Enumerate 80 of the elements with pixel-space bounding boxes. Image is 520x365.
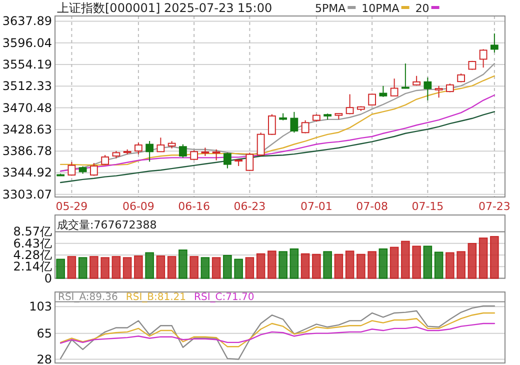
- chart-title: 上证指数[000001] 2025-07-23 15:00: [57, 1, 272, 15]
- bar: [200, 257, 210, 279]
- y-tick-label: 8.57亿: [13, 224, 52, 239]
- y-tick-label: 3637.89: [2, 14, 52, 28]
- x-tick-label: 06-09: [122, 200, 154, 213]
- bar: [312, 254, 321, 279]
- bar: [423, 246, 432, 279]
- bar: [345, 250, 354, 279]
- legend-label: 20: [415, 2, 430, 15]
- bar: [490, 236, 499, 279]
- bar: [245, 257, 254, 279]
- bar: [290, 248, 299, 279]
- bar: [401, 240, 410, 279]
- y-tick-label: 3428.63: [2, 122, 52, 136]
- bar: [412, 246, 421, 279]
- chart-title: 成交量:767672388: [57, 218, 157, 232]
- bar: [256, 253, 266, 279]
- bar: [212, 257, 221, 279]
- y-tick-label: 3344.92: [2, 166, 52, 180]
- bar: [100, 257, 110, 279]
- y-tick-label: 4.28亿: [13, 248, 52, 262]
- y-tick-label: 65: [36, 326, 52, 340]
- y-tick-label: 3303.07: [2, 187, 52, 202]
- bar: [112, 256, 121, 279]
- bar: [67, 256, 76, 279]
- x-tick-label: 07-23: [478, 200, 510, 213]
- x-tick-label: 05-29: [56, 200, 88, 213]
- y-tick-label: 0: [44, 271, 52, 286]
- text: RSI_C:71.70: [194, 292, 254, 304]
- bar: [356, 254, 366, 279]
- text: RSI_A:89.36: [58, 292, 118, 304]
- bar: [300, 253, 310, 279]
- y-tick-label: 3596.04: [2, 36, 52, 50]
- bar: [234, 258, 243, 279]
- line-series: [60, 312, 496, 348]
- bar: [145, 252, 154, 279]
- y-tick-label: 3554.19: [2, 58, 52, 72]
- x-tick-label: 06-16: [178, 200, 210, 213]
- legend-label: 10PMA: [362, 2, 400, 15]
- bar: [223, 254, 232, 279]
- bar: [368, 251, 376, 279]
- line-series: [60, 322, 496, 344]
- bar: [323, 251, 332, 279]
- y-tick-label: 3512.33: [2, 79, 52, 94]
- bar: [268, 250, 276, 279]
- y-tick-label: 103: [29, 300, 52, 314]
- bar: [78, 257, 88, 279]
- bar: [122, 257, 132, 279]
- bar: [56, 258, 65, 279]
- y-tick-label: 2.14亿: [13, 260, 52, 274]
- bar: [156, 256, 166, 279]
- bar: [434, 252, 444, 279]
- bar: [167, 256, 176, 279]
- candlestick: [490, 32, 498, 54]
- bar: [334, 254, 344, 279]
- bar: [134, 256, 143, 279]
- bar: [456, 251, 466, 279]
- x-tick-label: 07-01: [300, 200, 332, 213]
- text: RSI_B:81.21: [126, 292, 186, 304]
- y-tick-label: 28: [36, 352, 52, 365]
- y-tick-label: 3470.48: [2, 100, 52, 115]
- bar: [478, 238, 488, 279]
- bar: [190, 256, 198, 279]
- candlestick: [146, 140, 154, 162]
- line-series: [60, 305, 496, 360]
- y-tick-label: 3386.78: [2, 144, 52, 158]
- bar: [446, 252, 454, 279]
- bar: [468, 243, 477, 279]
- bar: [378, 248, 388, 279]
- x-tick-label: 06-23: [234, 200, 266, 213]
- y-tick-label: 6.43亿: [13, 236, 52, 250]
- bar: [90, 256, 98, 279]
- legend-label: 5PMA: [315, 2, 346, 15]
- bar: [390, 246, 399, 279]
- bar: [178, 250, 188, 279]
- x-tick-label: 07-08: [356, 200, 388, 213]
- candlestick: [424, 77, 432, 101]
- bar: [278, 251, 288, 279]
- line-series: [60, 111, 496, 184]
- x-tick-label: 07-15: [412, 200, 444, 213]
